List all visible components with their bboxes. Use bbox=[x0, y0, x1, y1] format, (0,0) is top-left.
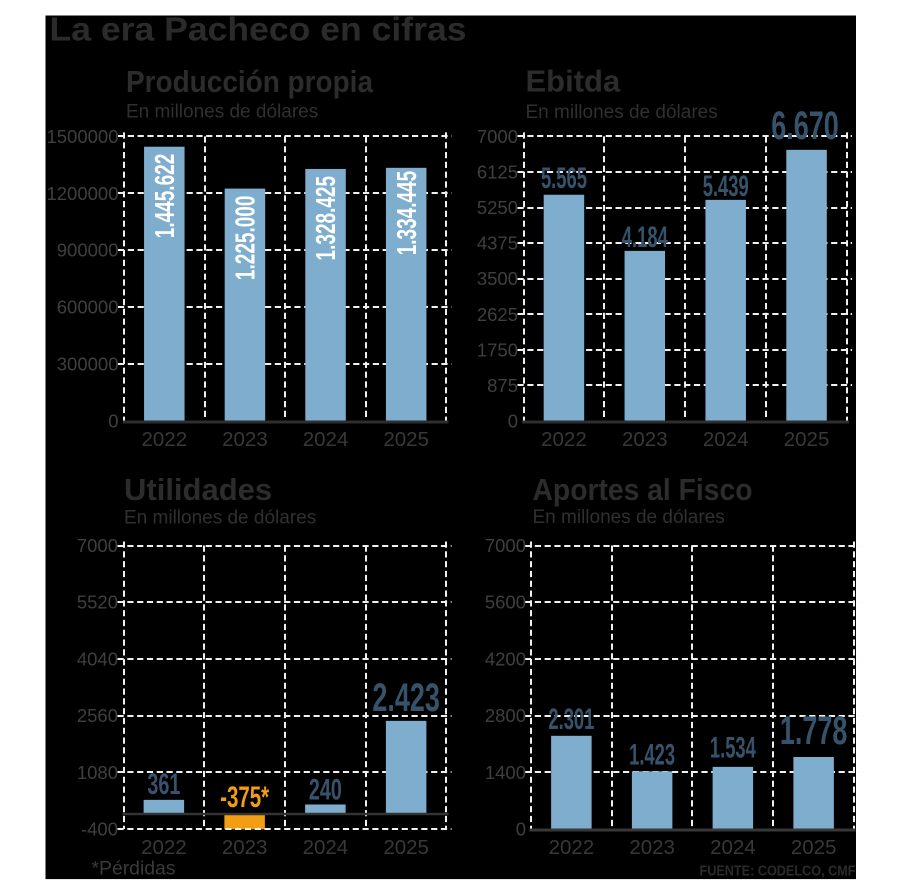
svg-text:4.184: 4.184 bbox=[622, 221, 668, 254]
svg-text:2560: 2560 bbox=[77, 705, 118, 726]
svg-text:2.301: 2.301 bbox=[548, 703, 594, 736]
svg-text:1400: 1400 bbox=[485, 762, 526, 783]
svg-text:1.328.425: 1.328.425 bbox=[310, 176, 341, 261]
svg-text:7000: 7000 bbox=[477, 126, 518, 147]
svg-text:300000: 300000 bbox=[57, 354, 119, 375]
svg-text:1750: 1750 bbox=[477, 339, 518, 360]
svg-text:3500: 3500 bbox=[477, 268, 518, 289]
svg-text:2023: 2023 bbox=[622, 428, 668, 451]
svg-text:2025: 2025 bbox=[383, 428, 429, 451]
svg-text:6.670: 6.670 bbox=[771, 104, 839, 148]
svg-text:1.225.000: 1.225.000 bbox=[230, 196, 261, 281]
svg-text:En millones de dólares: En millones de dólares bbox=[126, 102, 318, 123]
svg-text:2.423: 2.423 bbox=[372, 676, 440, 720]
svg-text:4375: 4375 bbox=[477, 233, 518, 254]
svg-text:600000: 600000 bbox=[57, 297, 119, 318]
svg-text:*Pérdidas: *Pérdidas bbox=[92, 858, 176, 880]
svg-text:1.334.445: 1.334.445 bbox=[391, 171, 422, 256]
svg-text:361: 361 bbox=[147, 768, 180, 801]
svg-text:2022: 2022 bbox=[141, 836, 187, 859]
svg-text:Aportes al Fisco: Aportes al Fisco bbox=[533, 472, 753, 507]
svg-text:7000: 7000 bbox=[485, 535, 526, 556]
svg-text:2022: 2022 bbox=[142, 428, 188, 451]
svg-text:Producción propia: Producción propia bbox=[126, 64, 374, 99]
svg-text:2025: 2025 bbox=[784, 428, 830, 451]
svg-text:4200: 4200 bbox=[485, 648, 526, 669]
svg-text:Ebitda: Ebitda bbox=[526, 64, 621, 99]
svg-text:5.439: 5.439 bbox=[703, 170, 749, 203]
svg-text:1.534: 1.534 bbox=[710, 732, 756, 765]
svg-text:En millones de dólares: En millones de dólares bbox=[124, 508, 316, 529]
svg-text:0: 0 bbox=[108, 411, 118, 432]
svg-text:5250: 5250 bbox=[477, 197, 518, 218]
svg-text:2625: 2625 bbox=[477, 304, 518, 325]
svg-text:En millones de dólares: En millones de dólares bbox=[533, 507, 725, 528]
svg-text:2024: 2024 bbox=[303, 428, 349, 451]
svg-text:2023: 2023 bbox=[222, 428, 268, 451]
svg-text:2022: 2022 bbox=[549, 836, 595, 859]
svg-text:7000: 7000 bbox=[77, 535, 118, 556]
svg-text:5520: 5520 bbox=[77, 592, 118, 613]
svg-text:1.423: 1.423 bbox=[629, 738, 675, 771]
svg-text:2024: 2024 bbox=[703, 428, 749, 451]
svg-text:6125: 6125 bbox=[477, 161, 518, 182]
svg-text:2023: 2023 bbox=[222, 836, 268, 859]
svg-text:240: 240 bbox=[309, 774, 342, 807]
svg-text:La era Pacheco en cifras: La era Pacheco en cifras bbox=[50, 11, 467, 48]
svg-text:En millones de dólares: En millones de dólares bbox=[526, 102, 718, 123]
svg-text:1200000: 1200000 bbox=[46, 183, 118, 204]
svg-text:5600: 5600 bbox=[485, 592, 526, 613]
svg-text:1.778: 1.778 bbox=[780, 709, 848, 753]
svg-text:-375*: -375* bbox=[220, 781, 269, 814]
svg-text:875: 875 bbox=[487, 375, 518, 396]
svg-text:2025: 2025 bbox=[791, 836, 837, 859]
svg-text:FUENTE: CODELCO, CMF: FUENTE: CODELCO, CMF bbox=[700, 864, 856, 880]
svg-text:900000: 900000 bbox=[57, 240, 119, 261]
svg-text:0: 0 bbox=[516, 819, 526, 840]
svg-text:4040: 4040 bbox=[77, 648, 118, 669]
svg-text:Utilidades: Utilidades bbox=[124, 472, 272, 507]
svg-text:1080: 1080 bbox=[77, 762, 118, 783]
svg-text:1.445.622: 1.445.622 bbox=[149, 154, 180, 239]
svg-text:2800: 2800 bbox=[485, 705, 526, 726]
svg-text:1500000: 1500000 bbox=[46, 126, 118, 147]
svg-text:2024: 2024 bbox=[303, 836, 349, 859]
svg-text:5.565: 5.565 bbox=[541, 162, 587, 195]
svg-text:2025: 2025 bbox=[383, 836, 429, 859]
svg-text:2022: 2022 bbox=[541, 428, 587, 451]
svg-text:2023: 2023 bbox=[629, 836, 675, 859]
svg-text:-400: -400 bbox=[81, 819, 118, 840]
svg-text:2024: 2024 bbox=[710, 836, 756, 859]
svg-text:0: 0 bbox=[508, 411, 518, 432]
